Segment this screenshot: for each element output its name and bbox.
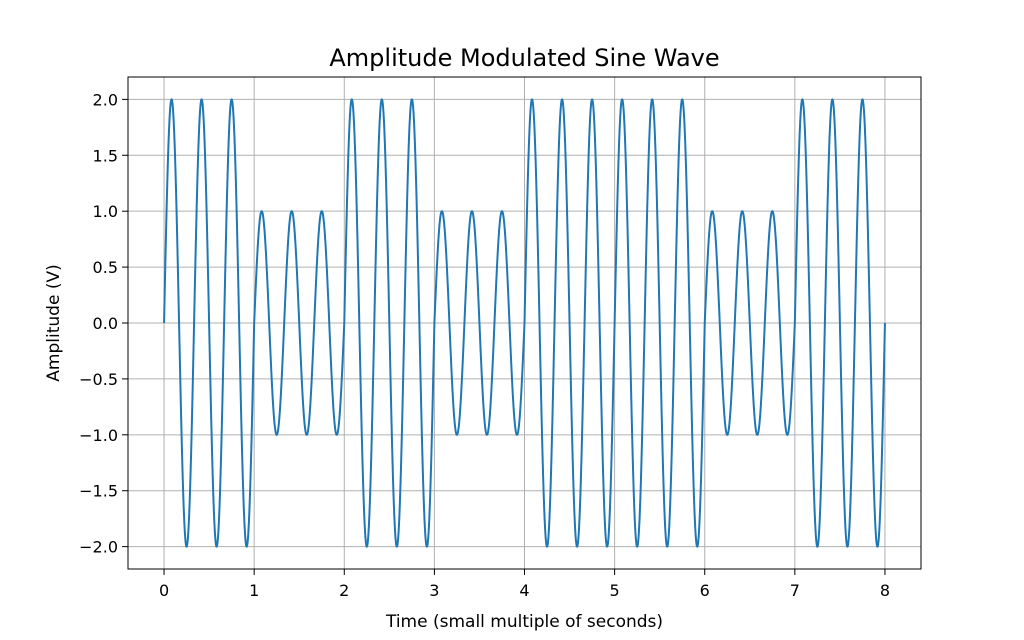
x-tick-label: 3 (429, 581, 439, 600)
x-axis-label: Time (small multiple of seconds) (385, 612, 663, 632)
x-tick-label: 0 (159, 581, 169, 600)
tick-layer: 0 1 2 3 4 5 6 7 8 −2.0 −1.5 −1.0 −0.5 0.0 0.5 1.0 1.5 2.0 (79, 90, 890, 600)
y-tick-label: 0.5 (93, 258, 118, 277)
x-tick-label: 2 (339, 581, 349, 600)
series-line (163, 98, 886, 548)
y-tick-label: −2.0 (79, 538, 118, 557)
series-layer (163, 98, 886, 548)
y-axis-label: Amplitude (V) (44, 264, 64, 381)
chart-title: Amplitude Modulated Sine Wave (329, 44, 719, 72)
x-tick-label: 1 (249, 581, 259, 600)
x-tick-label: 6 (700, 581, 710, 600)
y-tick-label: 1.5 (93, 146, 118, 165)
y-tick-label: −0.5 (79, 370, 118, 389)
y-tick-label: 2.0 (93, 90, 118, 109)
y-tick-label: −1.0 (79, 426, 118, 445)
y-tick-label: −1.5 (79, 482, 118, 501)
x-tick-label: 8 (880, 581, 890, 600)
y-tick-label: 0.0 (93, 314, 118, 333)
x-tick-label: 7 (790, 581, 800, 600)
x-tick-label: 5 (610, 581, 620, 600)
y-tick-label: 1.0 (93, 202, 118, 221)
x-tick-label: 4 (519, 581, 529, 600)
